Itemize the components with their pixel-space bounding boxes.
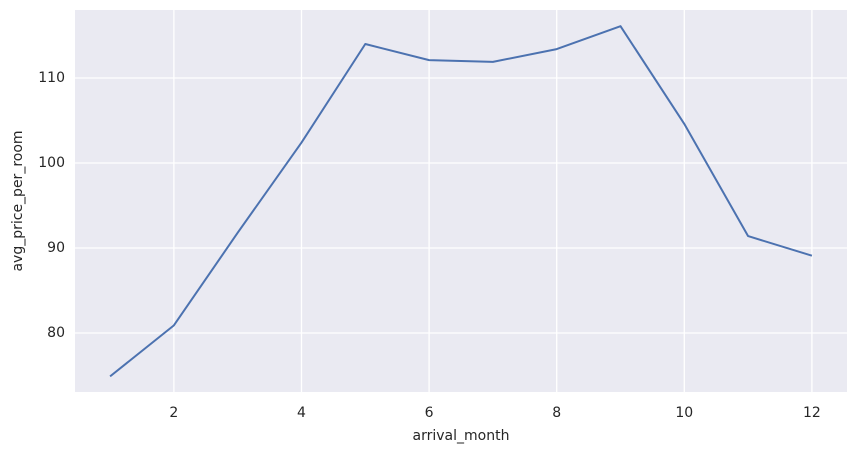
y-tick-label: 80 [47, 325, 65, 341]
y-tick-label: 100 [38, 155, 65, 171]
y-axis-label: avg_price_per_room [10, 130, 26, 271]
data-line [109, 25, 813, 378]
x-tick-label: 12 [803, 405, 821, 421]
y-tick-label: 90 [47, 240, 65, 256]
x-tick-label: 10 [675, 405, 693, 421]
x-tick-label: 8 [552, 405, 561, 421]
x-axis-label: arrival_month [413, 428, 510, 444]
x-tick-label: 2 [169, 405, 178, 421]
y-tick-label: 110 [38, 70, 65, 86]
x-tick-label: 6 [425, 405, 434, 421]
plot-area [75, 10, 847, 392]
x-tick-label: 4 [297, 405, 306, 421]
